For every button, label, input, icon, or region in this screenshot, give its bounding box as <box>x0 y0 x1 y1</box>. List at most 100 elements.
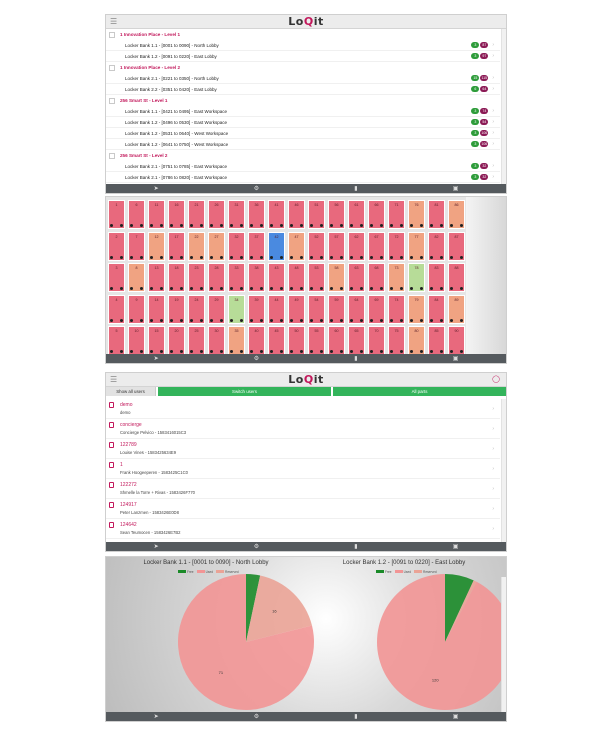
chevron-right-icon[interactable]: › <box>492 42 494 48</box>
locker-cell[interactable]: 32 <box>228 231 245 261</box>
bookmark-icon[interactable]: ▮ <box>354 714 358 720</box>
expand-toggle-icon[interactable] <box>109 64 115 71</box>
locker-cell[interactable]: 46 <box>288 200 305 229</box>
locker-cell[interactable]: 43 <box>268 263 285 292</box>
user-profile-icon[interactable]: ◯ <box>492 376 500 383</box>
locker-cell[interactable]: 45 <box>268 326 285 355</box>
scrollbar[interactable] <box>501 29 506 184</box>
locker-cell[interactable]: 89 <box>448 294 465 324</box>
locker-cell[interactable]: 14 <box>148 294 165 324</box>
pie-slice-reserved[interactable] <box>246 575 312 642</box>
locker-cell[interactable]: 11 <box>148 200 165 229</box>
chevron-right-icon[interactable]: › <box>492 75 494 81</box>
pie-slice-used[interactable] <box>377 574 507 710</box>
locker-cell[interactable]: 27 <box>208 231 225 261</box>
bookmark-icon[interactable]: ▮ <box>354 544 358 550</box>
locker-cell[interactable]: 9 <box>128 294 145 324</box>
locker-cell[interactable]: 20 <box>168 326 185 355</box>
locker-cell[interactable]: 71 <box>388 200 405 229</box>
locker-cell[interactable]: 24 <box>188 294 205 324</box>
chevron-right-icon[interactable]: › <box>492 108 494 114</box>
locker-cell[interactable]: 31 <box>228 200 245 229</box>
fullscreen-icon[interactable]: ▣ <box>452 544 459 550</box>
locker-cell[interactable]: 48 <box>288 263 305 292</box>
locker-cell[interactable]: 25 <box>188 326 205 355</box>
locker-cell[interactable]: 21 <box>188 200 205 229</box>
locker-cell[interactable]: 82 <box>428 231 445 261</box>
share-icon[interactable]: ➤ <box>153 186 159 192</box>
bookmark-icon[interactable]: ▮ <box>354 186 358 192</box>
locker-cell[interactable]: 23 <box>188 263 205 292</box>
locker-cell[interactable]: 80 <box>408 326 425 355</box>
user-list-item[interactable]: 1 Frank Hoogeeperen - 1583425C1C0 › <box>106 459 500 479</box>
user-list-item[interactable]: 124917 Peter Lanzmen - 1583426E0D8 › <box>106 499 500 519</box>
locker-bank-row[interactable]: Locker Bank 1.2 - [0496 to 0530] - East … <box>106 117 500 128</box>
chevron-right-icon[interactable]: › <box>492 526 494 532</box>
locker-cell[interactable]: 28 <box>208 263 225 292</box>
fullscreen-icon[interactable]: ▣ <box>452 714 459 720</box>
pie-slice-reserved[interactable] <box>445 580 477 642</box>
user-list-item[interactable]: 124642 Sean Teumocen - 1583426E7B2 › <box>106 519 500 539</box>
locker-cell[interactable]: 6 <box>128 200 145 229</box>
locker-bank-row[interactable]: Locker Bank 2.2 - [0351 to 0420] - East … <box>106 84 500 95</box>
locker-cell[interactable]: 26 <box>208 200 225 229</box>
locker-cell[interactable]: 73 <box>388 263 405 292</box>
locker-cell[interactable]: 40 <box>248 326 265 355</box>
locker-cell[interactable]: 22 <box>188 231 205 261</box>
menu-icon[interactable]: ☰ <box>110 17 118 26</box>
locker-cell[interactable]: 75 <box>388 326 405 355</box>
user-list-item[interactable]: demo demo › <box>106 399 500 419</box>
locker-cell[interactable]: 61 <box>348 200 365 229</box>
locker-cell[interactable]: 38 <box>248 263 265 292</box>
locker-cell[interactable]: 54 <box>308 294 325 324</box>
locker-cell[interactable]: 84 <box>428 294 445 324</box>
locker-cell[interactable]: 18 <box>168 263 185 292</box>
locker-cell[interactable]: 8 <box>128 263 145 292</box>
locker-cell[interactable]: 83 <box>428 263 445 292</box>
locker-bank-row[interactable]: Locker Bank 1.1 - [0001 to 0090] - North… <box>106 40 500 51</box>
chevron-right-icon[interactable]: › <box>492 86 494 92</box>
expand-toggle-icon[interactable] <box>109 31 115 38</box>
locker-cell[interactable]: 17 <box>168 231 185 261</box>
site-header[interactable]: 256 Smart St - Level 1 <box>106 95 500 106</box>
locker-cell[interactable]: 59 <box>328 294 345 324</box>
locker-cell[interactable]: 53 <box>308 263 325 292</box>
locker-cell[interactable]: 42 <box>268 231 285 261</box>
locker-cell[interactable]: 85 <box>428 326 445 355</box>
chevron-right-icon[interactable]: › <box>492 174 494 180</box>
locker-cell[interactable]: 47 <box>288 231 305 261</box>
locker-cell[interactable]: 86 <box>448 200 465 229</box>
tab-all-parts[interactable]: All parts <box>333 387 506 396</box>
locker-bank-row[interactable]: Locker Bank 1.2 - [0641 to 0750] - West … <box>106 139 500 150</box>
locker-cell[interactable]: 78 <box>408 263 425 292</box>
pie-slice-free[interactable] <box>445 574 474 642</box>
locker-cell[interactable]: 60 <box>328 326 345 355</box>
locker-cell[interactable]: 87 <box>448 231 465 261</box>
locker-cell[interactable]: 3 <box>108 263 125 292</box>
locker-cell[interactable]: 68 <box>368 263 385 292</box>
locker-bank-row[interactable]: Locker Bank 1.1 - [0421 to 0495] - East … <box>106 106 500 117</box>
locker-cell[interactable]: 35 <box>228 326 245 355</box>
locker-cell[interactable]: 70 <box>368 326 385 355</box>
locker-cell[interactable]: 33 <box>228 263 245 292</box>
locker-cell[interactable]: 58 <box>328 263 345 292</box>
locker-cell[interactable]: 39 <box>248 294 265 324</box>
locker-cell[interactable]: 34 <box>228 294 245 324</box>
locker-cell[interactable]: 69 <box>368 294 385 324</box>
locker-cell[interactable]: 37 <box>248 231 265 261</box>
locker-cell[interactable]: 65 <box>348 326 365 355</box>
locker-cell[interactable]: 2 <box>108 231 125 261</box>
chevron-right-icon[interactable]: › <box>492 506 494 512</box>
locker-cell[interactable]: 55 <box>308 326 325 355</box>
chevron-right-icon[interactable]: › <box>492 446 494 452</box>
site-header[interactable]: 1 Innovation Place - Level 2 <box>106 62 500 73</box>
scrollbar[interactable] <box>501 577 506 712</box>
locker-cell[interactable]: 16 <box>168 200 185 229</box>
locker-cell[interactable]: 81 <box>428 200 445 229</box>
scrollbar[interactable] <box>501 399 506 542</box>
tab-switch-users[interactable]: Switch users <box>158 387 331 396</box>
expand-toggle-icon[interactable] <box>109 152 115 159</box>
chevron-right-icon[interactable]: › <box>492 163 494 169</box>
bookmark-icon[interactable]: ▮ <box>354 356 358 362</box>
menu-icon[interactable]: ☰ <box>110 375 118 384</box>
